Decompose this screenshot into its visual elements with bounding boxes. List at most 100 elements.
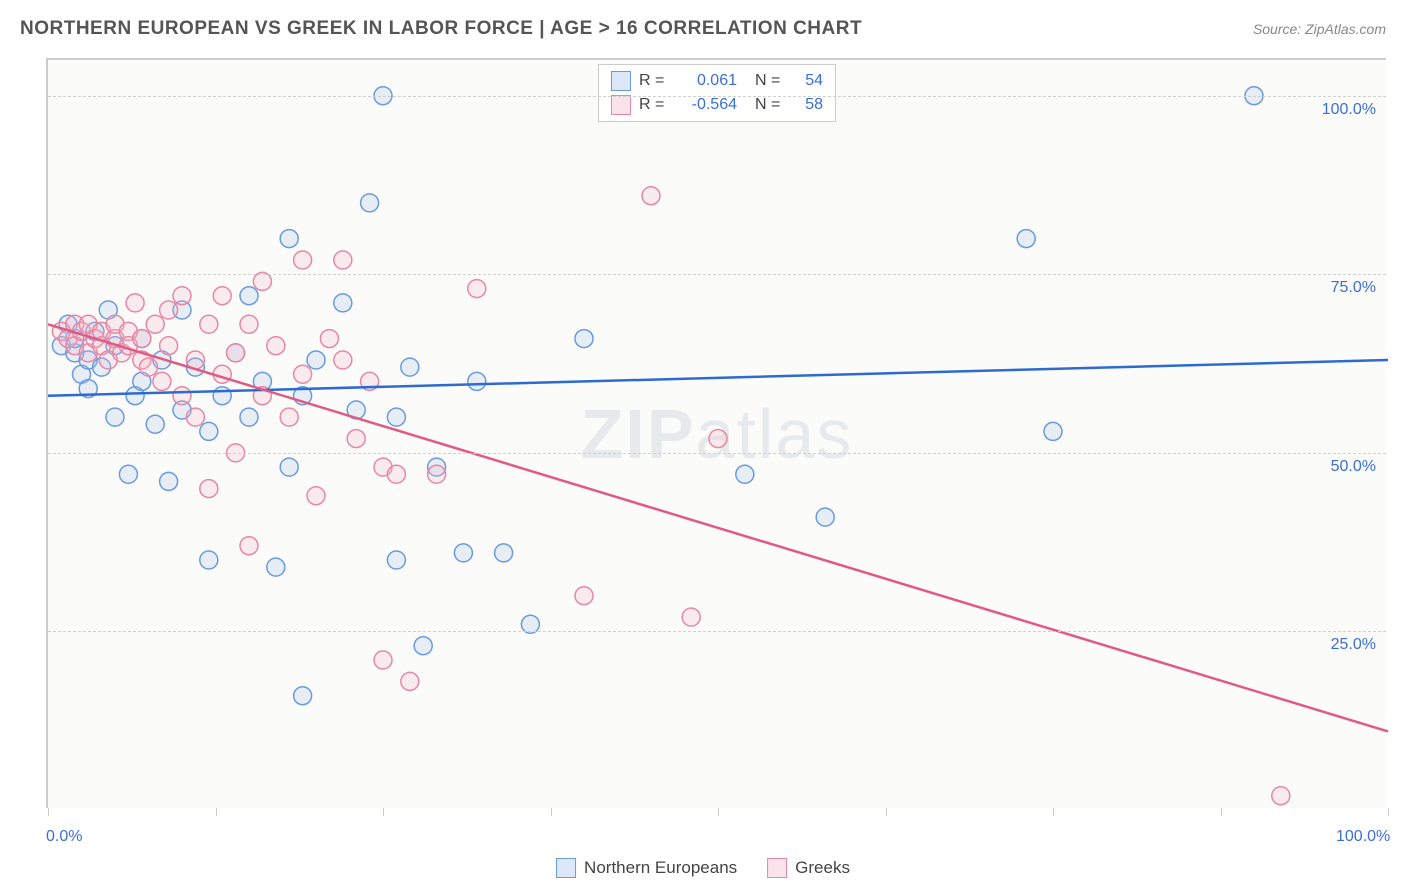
- n-label: N =: [755, 72, 785, 90]
- data-point: [414, 637, 432, 655]
- regression-line: [48, 360, 1388, 396]
- data-point: [213, 387, 231, 405]
- r-value: 0.061: [677, 72, 737, 90]
- x-tick: [1053, 808, 1054, 816]
- legend-swatch: [611, 71, 631, 91]
- plot-svg: [48, 60, 1386, 808]
- data-point: [709, 430, 727, 448]
- data-point: [280, 230, 298, 248]
- data-point: [106, 408, 124, 426]
- data-point: [468, 280, 486, 298]
- data-point: [200, 551, 218, 569]
- data-point: [160, 472, 178, 490]
- gridline-h: [48, 96, 1386, 97]
- data-point: [200, 480, 218, 498]
- data-point: [240, 408, 258, 426]
- data-point: [294, 687, 312, 705]
- data-point: [387, 408, 405, 426]
- legend-swatch: [611, 95, 631, 115]
- data-point: [334, 351, 352, 369]
- data-point: [146, 315, 164, 333]
- data-point: [334, 294, 352, 312]
- legend-item: Greeks: [767, 858, 850, 878]
- data-point: [401, 358, 419, 376]
- data-point: [1044, 422, 1062, 440]
- data-point: [173, 287, 191, 305]
- data-point: [642, 187, 660, 205]
- regression-line: [48, 324, 1388, 731]
- data-point: [227, 344, 245, 362]
- data-point: [1017, 230, 1035, 248]
- data-point: [334, 251, 352, 269]
- r-label: R =: [639, 96, 669, 114]
- title-bar: NORTHERN EUROPEAN VS GREEK IN LABOR FORC…: [20, 18, 1386, 40]
- data-point: [280, 458, 298, 476]
- data-point: [361, 194, 379, 212]
- data-point: [387, 465, 405, 483]
- data-point: [160, 301, 178, 319]
- gridline-h: [48, 453, 1386, 454]
- legend-label: Greeks: [795, 858, 850, 878]
- data-point: [575, 587, 593, 605]
- data-point: [126, 294, 144, 312]
- legend-swatch: [556, 858, 576, 878]
- y-tick-label: 50.0%: [1331, 458, 1376, 476]
- x-tick-label: 100.0%: [1336, 828, 1390, 846]
- legend-label: Northern Europeans: [584, 858, 737, 878]
- x-tick: [48, 808, 49, 816]
- data-point: [454, 544, 472, 562]
- data-point: [240, 315, 258, 333]
- data-point: [816, 508, 834, 526]
- data-point: [294, 251, 312, 269]
- data-point: [428, 465, 446, 483]
- data-point: [1272, 787, 1290, 805]
- y-tick-label: 75.0%: [1331, 279, 1376, 297]
- data-point: [267, 337, 285, 355]
- data-point: [140, 358, 158, 376]
- legend-top: R = 0.061 N = 54 R = -0.564 N = 58: [598, 64, 836, 122]
- gridline-h: [48, 631, 1386, 632]
- data-point: [173, 387, 191, 405]
- data-point: [374, 651, 392, 669]
- data-point: [468, 372, 486, 390]
- data-point: [119, 465, 137, 483]
- data-point: [160, 337, 178, 355]
- y-tick-label: 25.0%: [1331, 636, 1376, 654]
- source-attribution: Source: ZipAtlas.com: [1253, 21, 1386, 37]
- y-tick-label: 100.0%: [1322, 101, 1376, 119]
- data-point: [347, 430, 365, 448]
- data-point: [495, 544, 513, 562]
- data-point: [146, 415, 164, 433]
- n-value: 54: [793, 72, 823, 90]
- x-tick: [1221, 808, 1222, 816]
- data-point: [280, 408, 298, 426]
- x-tick-label: 0.0%: [46, 828, 82, 846]
- data-point: [575, 330, 593, 348]
- data-point: [200, 315, 218, 333]
- data-point: [186, 408, 204, 426]
- r-value: -0.564: [677, 96, 737, 114]
- data-point: [213, 287, 231, 305]
- gridline-h: [48, 274, 1386, 275]
- x-tick: [551, 808, 552, 816]
- data-point: [387, 551, 405, 569]
- n-label: N =: [755, 96, 785, 114]
- data-point: [200, 422, 218, 440]
- data-point: [294, 365, 312, 383]
- r-label: R =: [639, 72, 669, 90]
- legend-bottom: Northern Europeans Greeks: [556, 858, 850, 878]
- data-point: [401, 672, 419, 690]
- plot-area: ZIPatlas R =0.061N =54R =-0.564N =58 25.…: [46, 58, 1386, 808]
- data-point: [682, 608, 700, 626]
- chart-title: NORTHERN EUROPEAN VS GREEK IN LABOR FORC…: [20, 18, 862, 40]
- x-tick: [383, 808, 384, 816]
- legend-stat-row: R = 0.061 N = 54: [611, 69, 823, 93]
- data-point: [240, 287, 258, 305]
- data-point: [153, 372, 171, 390]
- data-point: [736, 465, 754, 483]
- x-tick: [1388, 808, 1389, 816]
- data-point: [307, 487, 325, 505]
- n-value: 58: [793, 96, 823, 114]
- chart-container: NORTHERN EUROPEAN VS GREEK IN LABOR FORC…: [0, 0, 1406, 892]
- data-point: [320, 330, 338, 348]
